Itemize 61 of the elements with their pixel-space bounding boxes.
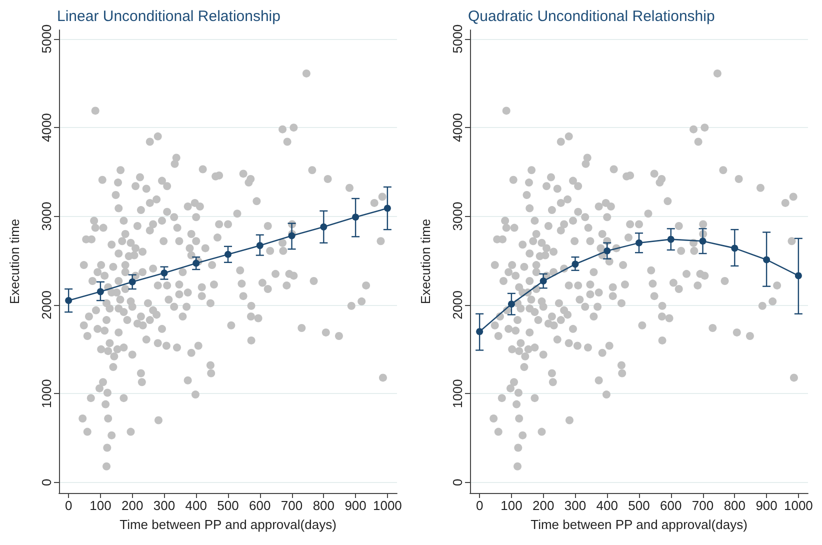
point	[352, 214, 360, 221]
y-axis-title: Execution time	[7, 218, 22, 304]
x-tick-label: 900	[756, 498, 778, 513]
x-tick-label: 600	[249, 498, 271, 513]
point	[160, 270, 168, 277]
y-tick-label: 2000	[450, 290, 465, 320]
x-tick-label: 100	[500, 498, 522, 513]
y-tick-label: 0	[39, 478, 54, 486]
point	[540, 278, 547, 285]
x-tick-label: 1000	[784, 498, 813, 513]
x-tick-label: 100	[90, 498, 112, 513]
y-tick-label: 0	[450, 478, 465, 486]
x-tick-label: 400	[185, 498, 207, 513]
y-tick-label: 2000	[39, 290, 54, 320]
point	[763, 256, 770, 264]
point	[731, 244, 738, 252]
x-tick-label: 200	[532, 498, 554, 513]
y-tick-label: 3000	[39, 202, 54, 231]
y-tick-label: 4000	[39, 113, 54, 142]
point	[65, 297, 72, 304]
x-tick-label: 800	[724, 498, 746, 513]
x-tick-label: 800	[312, 498, 335, 513]
y-tick-label: 3000	[450, 202, 465, 231]
chart-title: Linear Unconditional Relationship	[57, 8, 280, 25]
y-axis-title: Execution time	[418, 218, 433, 304]
x-tick-label: 200	[121, 498, 144, 513]
point	[320, 223, 328, 230]
x-axis-title: Time between PP and approval(days)	[530, 517, 748, 532]
y-tick-label: 1000	[39, 379, 54, 408]
point	[384, 204, 391, 212]
x-tick-label: 900	[344, 498, 366, 513]
y-tick-label: 5000	[39, 24, 54, 54]
x-tick-label: 400	[596, 498, 618, 513]
x-tick-label: 500	[628, 498, 650, 513]
point	[192, 260, 200, 267]
x-tick-label: 500	[217, 498, 239, 513]
point	[224, 250, 232, 258]
chart-title: Quadratic Unconditional Relationship	[468, 8, 715, 25]
x-tick-label: 0	[64, 498, 72, 513]
x-tick-label: 700	[692, 498, 714, 513]
x-axis-title: Time between PP and approval(days)	[120, 517, 336, 532]
y-tick-label: 4000	[450, 113, 465, 142]
x-tick-label: 600	[660, 498, 682, 513]
y-tick-label: 1000	[450, 379, 465, 408]
point	[572, 260, 579, 268]
point	[96, 288, 104, 296]
point	[604, 247, 611, 254]
point	[256, 242, 264, 250]
x-tick-label: 700	[280, 498, 303, 513]
x-tick-label: 300	[153, 498, 176, 513]
x-tick-label: 300	[564, 498, 586, 513]
x-tick-label: 0	[476, 498, 484, 513]
point	[794, 272, 802, 280]
point	[667, 236, 674, 243]
point	[636, 239, 642, 246]
point	[508, 300, 515, 308]
point	[476, 328, 484, 336]
point	[128, 278, 136, 286]
x-tick-label: 1000	[372, 498, 402, 513]
y-tick-label: 5000	[450, 24, 465, 54]
point	[699, 238, 706, 245]
